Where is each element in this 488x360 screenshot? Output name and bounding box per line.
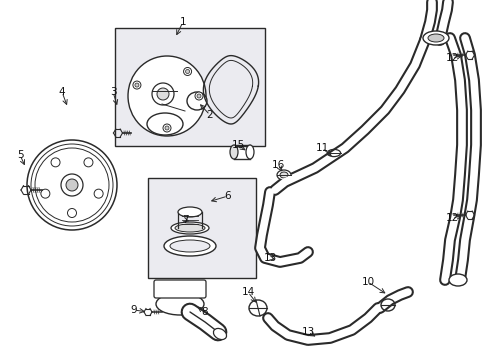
Ellipse shape [41,189,50,198]
Ellipse shape [51,158,60,167]
Ellipse shape [31,144,113,226]
Ellipse shape [170,240,209,252]
Ellipse shape [178,207,202,217]
Ellipse shape [185,69,189,73]
Ellipse shape [186,92,206,110]
Text: 7: 7 [182,215,188,225]
Text: 8: 8 [201,307,208,317]
Ellipse shape [422,31,448,45]
Text: 12: 12 [445,53,458,63]
Text: 3: 3 [109,87,116,97]
Ellipse shape [84,158,93,167]
Ellipse shape [135,83,139,87]
Ellipse shape [35,148,109,222]
Text: 12: 12 [445,213,458,223]
Text: 1: 1 [179,17,186,27]
Ellipse shape [245,145,253,159]
Ellipse shape [163,124,171,132]
Ellipse shape [229,145,238,159]
Ellipse shape [61,174,83,196]
Ellipse shape [448,274,466,286]
Bar [115,28,264,146]
Text: 10: 10 [361,277,374,287]
Ellipse shape [27,140,117,230]
Ellipse shape [66,179,78,191]
FancyBboxPatch shape [154,280,205,298]
Ellipse shape [128,56,205,136]
Text: 6: 6 [224,191,231,201]
Ellipse shape [164,126,169,130]
Text: 4: 4 [59,87,65,97]
Ellipse shape [94,189,103,198]
Ellipse shape [133,81,141,89]
Text: 5: 5 [17,150,23,160]
Text: 9: 9 [130,305,137,315]
Text: 11: 11 [315,143,328,153]
Ellipse shape [163,236,216,256]
Ellipse shape [195,92,203,100]
Text: 2: 2 [206,110,213,120]
Ellipse shape [175,224,204,232]
Bar [148,178,256,278]
Text: 13: 13 [263,253,276,263]
Ellipse shape [280,172,287,178]
Ellipse shape [67,208,76,217]
Ellipse shape [197,94,201,98]
Ellipse shape [147,113,183,135]
Ellipse shape [276,170,290,180]
Text: 13: 13 [301,327,314,337]
Ellipse shape [157,88,169,100]
Ellipse shape [427,34,443,42]
Ellipse shape [171,222,208,234]
Text: 14: 14 [241,287,254,297]
Text: 16: 16 [271,160,284,170]
Ellipse shape [156,293,203,315]
Ellipse shape [183,67,191,76]
Text: 15: 15 [231,140,244,150]
Ellipse shape [152,83,174,105]
Ellipse shape [213,328,226,339]
